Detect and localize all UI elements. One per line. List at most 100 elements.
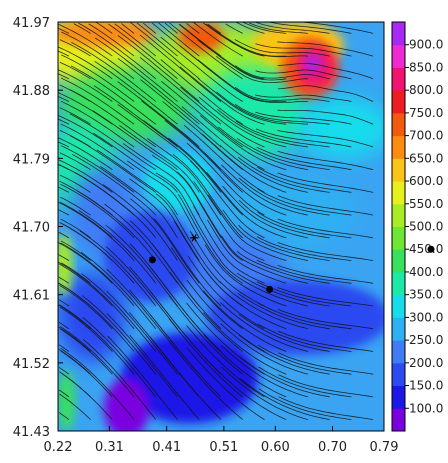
streamline: [258, 366, 352, 398]
colorbar-label: 550.0: [409, 197, 443, 211]
streamline: [59, 39, 91, 57]
streamline: [270, 22, 352, 34]
streamline: [219, 144, 308, 193]
streamline: [59, 285, 113, 330]
streamline: [59, 221, 135, 284]
streamline: [70, 135, 157, 193]
colorbar-band: [392, 317, 405, 341]
streamline: [59, 174, 91, 193]
field-region: [178, 22, 224, 53]
streamline: [186, 347, 265, 420]
streamline: [161, 80, 243, 148]
streamline: [70, 65, 157, 125]
streamline: [82, 317, 157, 398]
streamline: [207, 194, 287, 261]
streamline: [277, 330, 374, 352]
streamline: [60, 100, 135, 148]
colorbar-bands: [392, 22, 405, 432]
streamline: [117, 81, 200, 148]
streamline: [186, 23, 200, 34]
streamline: [106, 290, 178, 375]
streamline: [257, 211, 352, 239]
streamline: [121, 23, 135, 34]
colorbar-band: [392, 385, 405, 409]
streamline: [190, 230, 265, 307]
streamline: [216, 91, 308, 125]
streamline: [222, 209, 308, 261]
streamline: [277, 63, 374, 80]
streamline: [58, 304, 91, 330]
colorbar-label: 350.0: [409, 288, 443, 302]
streamline: [255, 43, 352, 57]
streamline: [79, 230, 157, 307]
streamline: [177, 194, 243, 284]
streamline: [277, 308, 374, 330]
streamline: [58, 137, 113, 171]
streamline: [143, 120, 222, 193]
streamline: [258, 388, 352, 420]
streamline: [215, 55, 308, 83]
streamline: [59, 304, 135, 375]
colorbar-label: 850.0: [409, 60, 443, 74]
streamline: [225, 23, 243, 34]
streamline: [102, 184, 178, 261]
streamline: [123, 143, 200, 216]
y-tick-label: 41.43: [13, 425, 50, 440]
streamline: [155, 193, 222, 284]
colorbar-label: 400.0: [409, 265, 443, 279]
field-region: [103, 211, 196, 303]
y-tick-label: 41.70: [13, 221, 50, 236]
colorbar-band: [392, 294, 405, 318]
streamline: [237, 292, 330, 330]
streamline: [278, 374, 374, 398]
streamline: [58, 46, 113, 80]
streamline: [58, 50, 70, 57]
streamline: [216, 108, 308, 148]
streamline: [197, 59, 287, 103]
field-region: [58, 370, 76, 431]
streamline: [257, 188, 352, 216]
streamline: [179, 66, 265, 125]
streamline: [76, 190, 157, 261]
streamline: [80, 251, 157, 330]
x-tick-label: 0.51: [209, 440, 238, 455]
streamline: [160, 36, 243, 102]
streamline: [221, 235, 308, 284]
streamline: [170, 247, 243, 330]
streamline: [168, 295, 243, 375]
streamline: [60, 77, 135, 125]
streamline: [198, 96, 287, 148]
streamline: [193, 22, 243, 57]
streamline: [203, 312, 287, 375]
streamline: [180, 86, 265, 148]
streamline: [129, 178, 200, 261]
streamline: [58, 141, 70, 148]
streamline: [239, 356, 330, 398]
streamline: [114, 23, 157, 57]
streamline: [277, 85, 374, 102]
streamline: [277, 172, 374, 193]
streamline: [61, 262, 91, 284]
streamline: [107, 335, 178, 420]
streamline: [186, 142, 265, 216]
streamline: [126, 160, 200, 239]
streamline: [239, 377, 330, 420]
streamline: [220, 302, 309, 352]
streamline: [277, 109, 374, 125]
streamline: [187, 255, 265, 330]
streamline: [60, 196, 91, 216]
colorbar-band: [392, 135, 405, 159]
streamline: [60, 240, 91, 261]
streamline: [193, 205, 265, 284]
streamline: [58, 92, 113, 125]
x-tick-label: 0.31: [95, 440, 124, 455]
streamline: [257, 166, 352, 193]
streamline: [61, 145, 135, 193]
streamline: [257, 323, 352, 352]
streamline: [155, 172, 222, 261]
streamline: [92, 110, 178, 171]
y-axis: 41.43 41.52 41.61 41.70 41.79 41.88 41.97: [13, 16, 63, 440]
streamline: [58, 263, 113, 307]
streamline: [201, 133, 287, 193]
y-tick-label: 41.88: [13, 84, 50, 99]
